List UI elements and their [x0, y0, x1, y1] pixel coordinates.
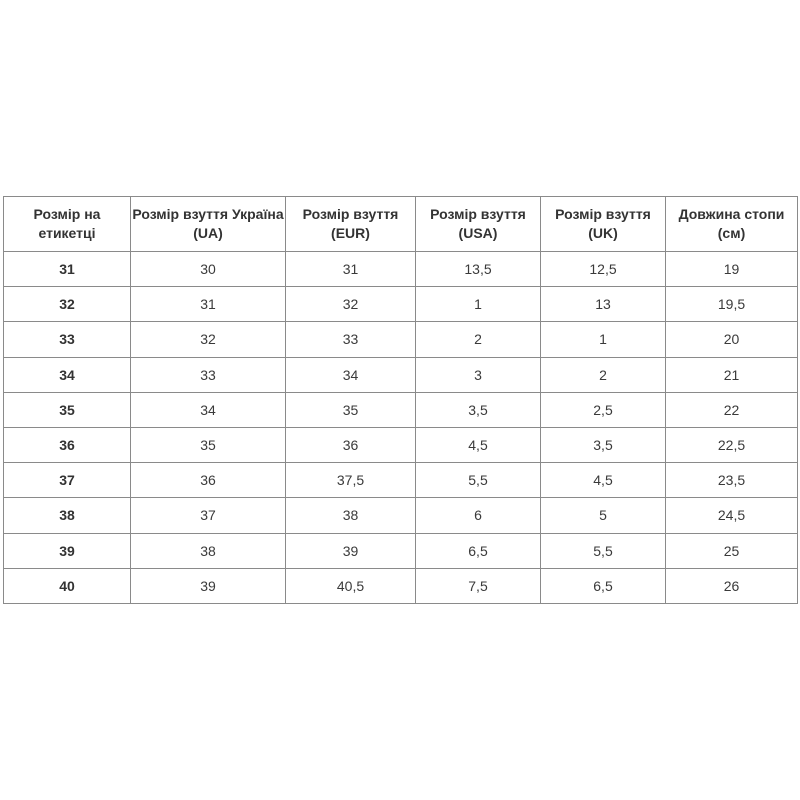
column-header: Розмір взуття Україна (UA) — [130, 196, 286, 252]
table-cell: 21 — [665, 356, 798, 393]
table-cell: 12,5 — [540, 250, 666, 288]
table-row: 37 36 37,5 5,5 4,5 23,5 — [3, 462, 798, 499]
table-cell: 37 — [130, 497, 286, 534]
table-cell: 26 — [665, 567, 798, 604]
table-cell: 37,5 — [285, 462, 416, 499]
table-cell: 5,5 — [415, 462, 541, 499]
table-cell: 5 — [540, 497, 666, 534]
table-cell: 38 — [3, 497, 131, 534]
column-header: Довжина стопи (см) — [665, 196, 798, 252]
table-cell: 40,5 — [285, 567, 416, 604]
table-cell: 39 — [3, 532, 131, 569]
table-cell: 35 — [3, 391, 131, 428]
table-row: 40 39 40,5 7,5 6,5 26 — [3, 567, 798, 604]
table-cell: 36 — [130, 462, 286, 499]
column-header: Розмір взуття (UK) — [540, 196, 666, 252]
table-cell: 23,5 — [665, 462, 798, 499]
table-row: 38 37 38 6 5 24,5 — [3, 497, 798, 534]
table-cell: 1 — [540, 321, 666, 358]
table-cell: 31 — [130, 286, 286, 323]
table-cell: 30 — [130, 250, 286, 288]
table-cell: 31 — [285, 250, 416, 288]
table-row: 39 38 39 6,5 5,5 25 — [3, 532, 798, 569]
table-cell: 2,5 — [540, 391, 666, 428]
table-cell: 32 — [285, 286, 416, 323]
table-cell: 22,5 — [665, 426, 798, 464]
table-cell: 6 — [415, 497, 541, 534]
column-header: Розмір взуття (EUR) — [285, 196, 416, 252]
table-cell: 13 — [540, 286, 666, 323]
table-cell: 40 — [3, 567, 131, 604]
table-cell: 1 — [415, 286, 541, 323]
table-cell: 35 — [130, 426, 286, 464]
table-cell: 19 — [665, 250, 798, 288]
table-cell: 19,5 — [665, 286, 798, 323]
table-cell: 33 — [130, 356, 286, 393]
table-cell: 7,5 — [415, 567, 541, 604]
table-cell: 20 — [665, 321, 798, 358]
table-row: 36 35 36 4,5 3,5 22,5 — [3, 426, 798, 464]
table-cell: 34 — [285, 356, 416, 393]
table-cell: 3,5 — [415, 391, 541, 428]
table-cell: 6,5 — [540, 567, 666, 604]
table-cell: 37 — [3, 462, 131, 499]
table-cell: 33 — [285, 321, 416, 358]
table-cell: 33 — [3, 321, 131, 358]
table-row: 32 31 32 1 13 19,5 — [3, 286, 798, 323]
table-row: 31 30 31 13,5 12,5 19 — [3, 250, 798, 288]
table-cell: 34 — [3, 356, 131, 393]
table-cell: 39 — [130, 567, 286, 604]
column-header: Розмір взуття (USA) — [415, 196, 541, 252]
table-cell: 35 — [285, 391, 416, 428]
table-cell: 2 — [540, 356, 666, 393]
table-cell: 3 — [415, 356, 541, 393]
table-cell: 24,5 — [665, 497, 798, 534]
table-cell: 36 — [3, 426, 131, 464]
table-cell: 4,5 — [415, 426, 541, 464]
table-cell: 3,5 — [540, 426, 666, 464]
table-cell: 31 — [3, 250, 131, 288]
table-row: 33 32 33 2 1 20 — [3, 321, 798, 358]
table-cell: 4,5 — [540, 462, 666, 499]
size-chart-table: Розмір на етикетці Розмір взуття Україна … — [3, 196, 798, 604]
table-row: 35 34 35 3,5 2,5 22 — [3, 391, 798, 428]
table-cell: 38 — [130, 532, 286, 569]
table-cell: 25 — [665, 532, 798, 569]
table-cell: 32 — [130, 321, 286, 358]
table-cell: 2 — [415, 321, 541, 358]
table-cell: 36 — [285, 426, 416, 464]
table-cell: 34 — [130, 391, 286, 428]
table-cell: 13,5 — [415, 250, 541, 288]
table-cell: 5,5 — [540, 532, 666, 569]
header-row: Розмір на етикетці Розмір взуття Україна … — [3, 196, 798, 252]
column-header: Розмір на етикетці — [3, 196, 131, 252]
table-cell: 32 — [3, 286, 131, 323]
table-row: 34 33 34 3 2 21 — [3, 356, 798, 393]
table-cell: 6,5 — [415, 532, 541, 569]
table-cell: 38 — [285, 497, 416, 534]
table-cell: 22 — [665, 391, 798, 428]
table-cell: 39 — [285, 532, 416, 569]
